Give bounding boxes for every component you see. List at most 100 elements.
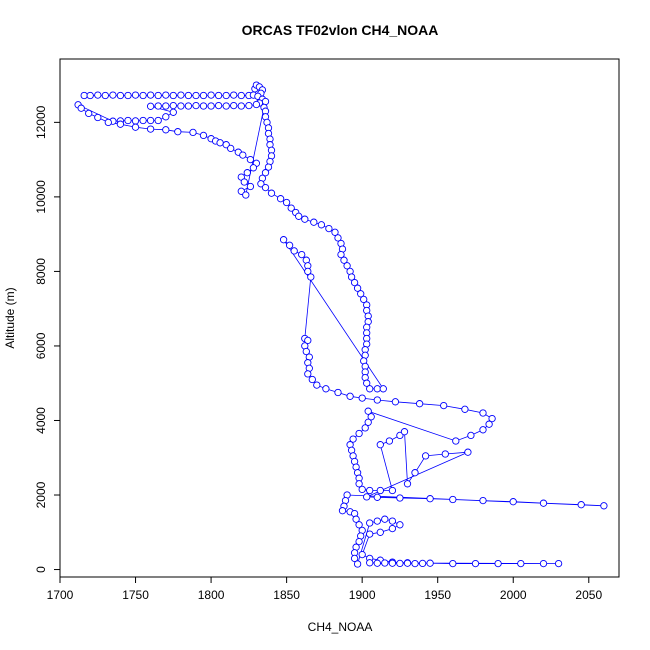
data-point xyxy=(350,554,359,563)
data-point xyxy=(334,234,342,242)
data-point xyxy=(411,469,419,477)
data-point xyxy=(381,559,389,567)
data-point xyxy=(162,126,170,134)
data-point xyxy=(214,91,223,100)
data-point xyxy=(230,101,238,110)
data-point xyxy=(207,91,215,99)
data-point xyxy=(485,420,493,428)
data-point xyxy=(403,480,412,488)
data-point xyxy=(494,559,502,568)
data-point xyxy=(184,91,193,100)
data-point xyxy=(154,116,162,125)
data-point xyxy=(101,91,109,100)
data-point xyxy=(338,507,347,515)
y-axis: 0 2000 4000 6000 8000 10000 12000 xyxy=(34,105,61,573)
data-point xyxy=(162,102,170,110)
data-point xyxy=(464,448,472,456)
data-point xyxy=(313,381,321,389)
x-tick-label: 1950 xyxy=(424,588,451,602)
data-point xyxy=(396,559,404,568)
data-point xyxy=(261,183,270,192)
data-point xyxy=(357,290,365,298)
data-point xyxy=(169,101,177,110)
data-point xyxy=(239,151,247,159)
data-point xyxy=(421,452,430,460)
data-point xyxy=(366,559,374,567)
y-tick-label: 0 xyxy=(34,566,48,573)
data-point xyxy=(396,431,404,440)
data-point xyxy=(388,524,397,533)
data-point xyxy=(199,131,208,140)
data-point xyxy=(116,91,125,100)
data-point xyxy=(449,559,457,568)
data-point xyxy=(146,125,155,133)
data-point xyxy=(304,267,312,276)
data-point xyxy=(77,104,85,112)
data-point xyxy=(85,109,93,118)
data-point xyxy=(373,493,381,501)
data-point xyxy=(440,401,448,410)
data-point xyxy=(337,250,345,259)
data-point xyxy=(302,347,310,356)
data-point xyxy=(207,102,215,110)
data-point xyxy=(325,224,333,233)
data-point xyxy=(237,102,245,110)
data-point xyxy=(304,370,312,378)
data-point xyxy=(479,426,487,434)
data-point xyxy=(124,116,132,125)
data-point xyxy=(388,486,397,495)
data-point xyxy=(139,116,147,125)
data-point xyxy=(243,169,251,177)
data-point xyxy=(317,221,326,229)
data-point xyxy=(396,494,404,502)
data-point xyxy=(347,273,356,281)
data-point xyxy=(267,189,276,197)
data-point xyxy=(334,388,342,397)
data-point xyxy=(131,123,140,131)
data-point xyxy=(276,195,285,203)
series-points xyxy=(74,81,608,568)
data-point xyxy=(352,515,360,523)
data-point xyxy=(249,164,258,172)
data-point xyxy=(146,102,155,110)
data-point xyxy=(471,559,480,568)
data-point xyxy=(192,91,200,100)
data-point xyxy=(279,236,288,244)
data-point xyxy=(290,247,298,255)
data-point xyxy=(488,414,496,423)
data-point xyxy=(169,91,177,100)
data-point xyxy=(246,182,255,191)
data-point xyxy=(104,118,112,127)
data-point xyxy=(189,128,197,137)
data-point xyxy=(340,256,348,264)
data-point xyxy=(379,385,387,393)
data-point xyxy=(308,375,316,384)
data-point xyxy=(426,559,434,567)
data-point xyxy=(230,91,238,99)
data-point xyxy=(479,496,487,505)
data-point xyxy=(242,191,250,199)
data-point xyxy=(237,91,245,100)
data-point xyxy=(174,128,182,136)
data-point xyxy=(252,100,261,109)
data-point xyxy=(240,178,248,186)
y-tick-label: 8000 xyxy=(34,258,48,285)
data-point xyxy=(80,91,88,100)
data-point xyxy=(285,241,294,249)
data-point xyxy=(403,559,412,567)
data-point xyxy=(366,530,374,538)
data-point xyxy=(600,502,608,510)
x-tick-label: 2050 xyxy=(575,588,602,602)
data-point xyxy=(131,117,140,125)
data-point xyxy=(441,450,449,458)
data-point xyxy=(517,559,525,568)
data-point xyxy=(307,273,315,281)
data-point xyxy=(366,519,374,527)
data-point xyxy=(287,204,295,212)
data-point xyxy=(162,113,170,121)
data-point xyxy=(355,480,363,488)
data-point xyxy=(388,517,397,525)
data-point xyxy=(363,493,371,501)
data-point xyxy=(366,385,374,393)
